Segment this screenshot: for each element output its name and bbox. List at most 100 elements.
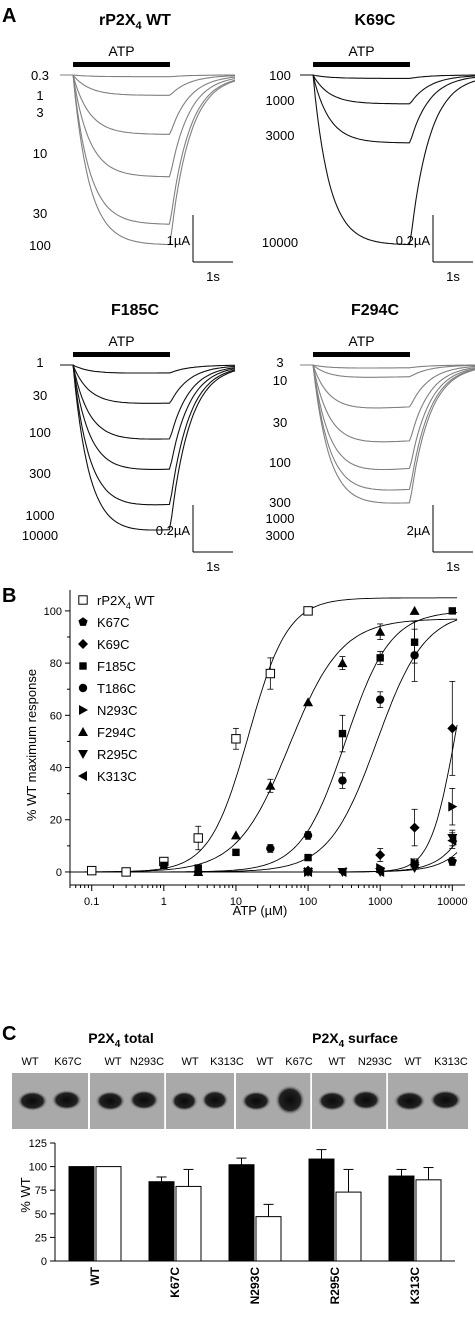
current-trace	[60, 74, 236, 225]
concentration-label: 3	[276, 355, 283, 370]
concentration-label: 10	[33, 146, 47, 161]
current-trace	[60, 364, 236, 404]
bar-y-tick-label: 125	[29, 1138, 47, 1150]
data-point-k67c	[447, 856, 457, 866]
current-scale-label: 0.2µA	[396, 233, 431, 248]
protein-band	[170, 1091, 198, 1111]
data-point-t186c	[375, 695, 385, 704]
current-trace	[60, 74, 235, 78]
legend-label: rP2X4 WT	[97, 593, 155, 611]
trace-panel-0: rP2X4 WT ATP 0.3 1 3 10 30 100 1µA 1s	[29, 12, 236, 284]
legend-marker	[78, 617, 88, 626]
protein-band	[129, 1090, 159, 1110]
legend-label: N293C	[97, 703, 137, 718]
concentration-label: 300	[269, 495, 291, 510]
data-point-rp2x4-wt	[193, 833, 203, 843]
legend-marker	[79, 705, 88, 715]
current-trace	[300, 364, 475, 369]
y-tick-label: 80	[50, 658, 62, 670]
legend: rP2X4 WTK67CK69CF185CT186CN293CF294CR295…	[78, 593, 155, 784]
legend-marker	[78, 750, 88, 759]
concentration-label: 1	[36, 355, 43, 370]
trace-title-suffix: WT	[142, 12, 172, 29]
legend-marker	[78, 771, 87, 781]
x-tick-label: 10	[230, 896, 242, 908]
x-tick-label: 10000	[437, 896, 468, 908]
fit-curve-extra-1	[70, 852, 458, 873]
bar-p2x4-total	[148, 1181, 175, 1262]
lane-label: K67C	[285, 1056, 313, 1068]
data-point-f185c	[338, 729, 347, 738]
bar-p2x4-surface	[335, 1191, 362, 1262]
protein-band	[393, 1091, 426, 1111]
concentration-label: 1000	[266, 93, 295, 108]
lane-label: WT	[181, 1056, 198, 1068]
y-tick-label: 100	[44, 606, 62, 618]
concentration-label: 0.3	[31, 68, 49, 83]
bar-p2x4-surface	[95, 1166, 122, 1262]
concentration-label: 3	[36, 105, 43, 120]
data-point-f294c	[409, 605, 420, 615]
lane-label: WT	[21, 1056, 38, 1068]
data-point-n293c	[448, 801, 458, 812]
concentration-label: 10000	[262, 235, 298, 250]
data-point-f294c	[337, 658, 348, 668]
time-scale-label: 1s	[206, 269, 220, 284]
current-trace	[300, 364, 475, 491]
protein-band	[17, 1091, 48, 1111]
trace-title-main: K69C	[355, 12, 396, 29]
lane-label: WT	[328, 1056, 345, 1068]
y-axis-label: % WT maximum response	[24, 669, 39, 821]
atp-application-bar	[313, 352, 410, 357]
concentration-label: 100	[269, 455, 291, 470]
panel-c-bar-chart: 0 25 50 75 100 125 WT K67C N293C R295C K313C % WT	[18, 1138, 455, 1304]
lane-label: N293C	[358, 1056, 392, 1068]
concentration-label: 100	[29, 425, 51, 440]
lane-label: WT	[404, 1056, 421, 1068]
data-point-f185c	[160, 861, 168, 870]
data-point-f294c	[303, 697, 314, 707]
x-tick-label: 100	[299, 896, 317, 908]
current-trace	[60, 74, 236, 178]
y-tick-label: 60	[50, 710, 62, 722]
legend-marker	[78, 727, 88, 736]
data-point-f185c	[448, 607, 457, 615]
y-tick-label: 0	[56, 867, 62, 879]
bar-y-tick-label: 50	[35, 1209, 47, 1221]
bar-category-label: K67C	[168, 1267, 182, 1298]
data-point-k69c	[447, 723, 458, 734]
concentration-label: 3000	[266, 528, 295, 543]
protein-band	[351, 1090, 381, 1110]
current-trace	[60, 74, 236, 135]
bar-p2x4-surface	[175, 1185, 202, 1262]
protein-band	[95, 1091, 126, 1111]
trace-title: rP2X4 WT	[99, 12, 171, 32]
x-tick-label: 1000	[368, 896, 392, 908]
current-trace	[60, 364, 236, 506]
trace-title-main: F185C	[111, 302, 159, 319]
bar-y-tick-label: 100	[29, 1162, 47, 1174]
bar-category-label: WT	[88, 1266, 102, 1285]
current-trace	[300, 364, 475, 471]
data-point-f185c	[304, 853, 312, 862]
data-point-rp2x4-wt	[87, 865, 97, 876]
bar-y-tick-label: 25	[35, 1232, 47, 1244]
data-point-f294c	[193, 866, 204, 876]
y-tick-label: 20	[50, 815, 62, 827]
trace-title-main: F294C	[351, 302, 399, 319]
bar-axes: 0 25 50 75 100 125	[29, 1138, 455, 1268]
legend-marker	[79, 662, 87, 670]
atp-label: ATP	[348, 333, 374, 349]
protein-band	[241, 1091, 272, 1111]
data-point-t186c	[410, 651, 419, 660]
data-point-k69c	[409, 822, 420, 833]
current-trace	[60, 364, 236, 470]
data-point-t186c	[338, 776, 347, 785]
panel-letter-c: C	[2, 1023, 16, 1045]
legend-label: K67C	[97, 615, 130, 630]
bar-y-tick-label: 75	[35, 1185, 47, 1197]
legend-label: F294C	[97, 725, 136, 740]
bar-p2x4-total	[308, 1158, 335, 1262]
